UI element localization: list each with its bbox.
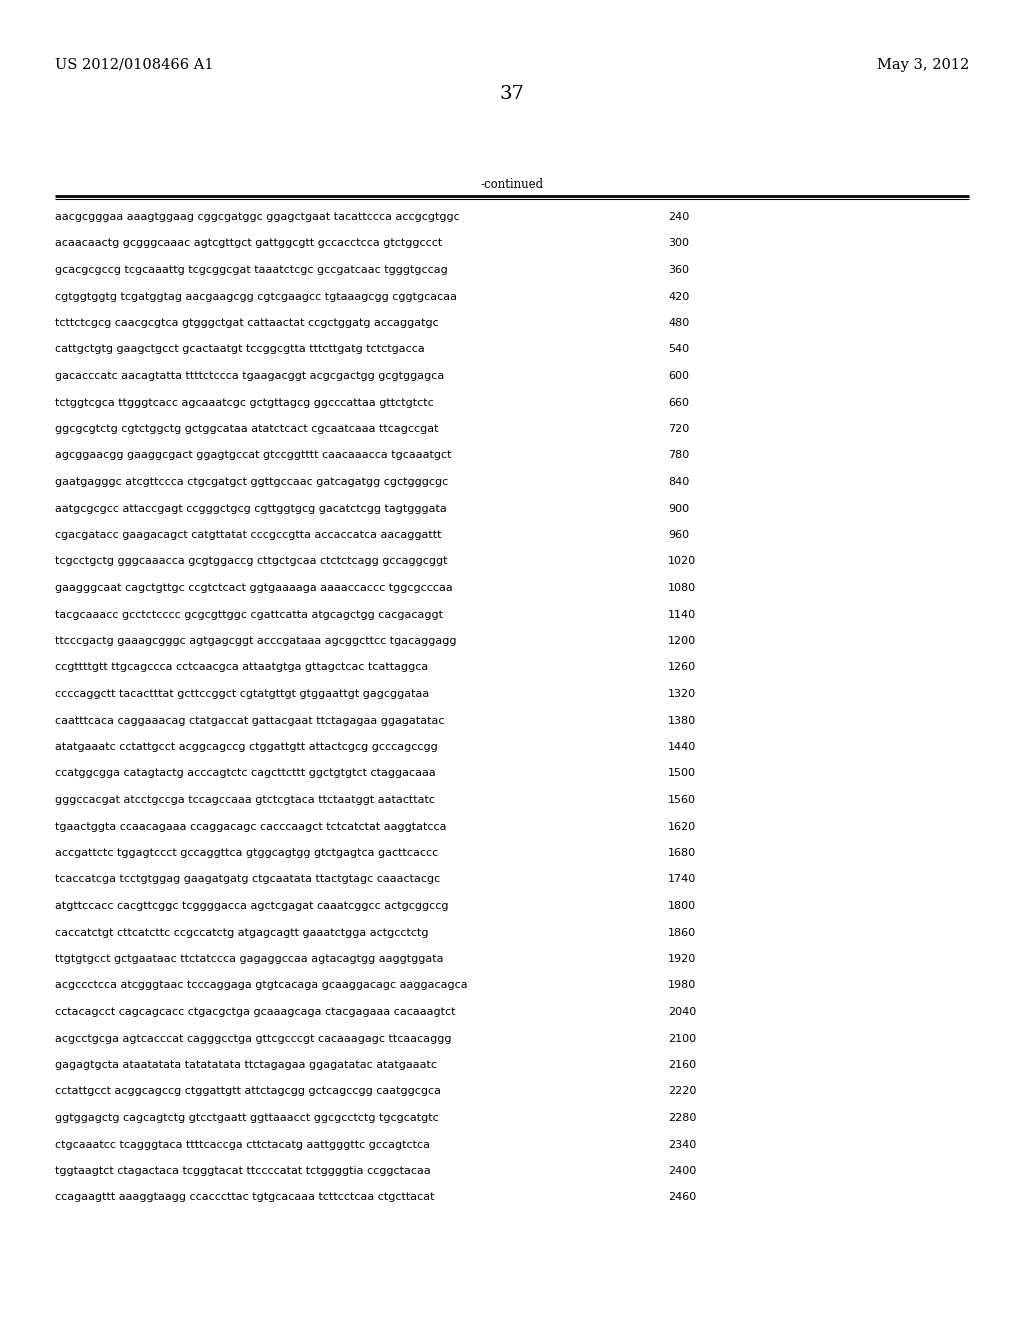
Text: 480: 480	[668, 318, 689, 327]
Text: cgtggtggtg tcgatggtag aacgaagcgg cgtcgaagcc tgtaaagcgg cggtgcacaa: cgtggtggtg tcgatggtag aacgaagcgg cgtcgaa…	[55, 292, 457, 301]
Text: accgattctc tggagtccct gccaggttca gtggcagtgg gtctgagtca gacttcaccc: accgattctc tggagtccct gccaggttca gtggcag…	[55, 847, 438, 858]
Text: acaacaactg gcgggcaaac agtcgttgct gattggcgtt gccacctcca gtctggccct: acaacaactg gcgggcaaac agtcgttgct gattggc…	[55, 239, 442, 248]
Text: cctacagcct cagcagcacc ctgacgctga gcaaagcaga ctacgagaaa cacaaagtct: cctacagcct cagcagcacc ctgacgctga gcaaagc…	[55, 1007, 456, 1016]
Text: tcttctcgcg caacgcgtca gtgggctgat cattaactat ccgctggatg accaggatgc: tcttctcgcg caacgcgtca gtgggctgat cattaac…	[55, 318, 438, 327]
Text: 360: 360	[668, 265, 689, 275]
Text: 780: 780	[668, 450, 689, 461]
Text: 2400: 2400	[668, 1166, 696, 1176]
Text: 300: 300	[668, 239, 689, 248]
Text: 2160: 2160	[668, 1060, 696, 1071]
Text: 1140: 1140	[668, 610, 696, 619]
Text: ccgttttgtt ttgcagccca cctcaacgca attaatgtga gttagctcac tcattaggca: ccgttttgtt ttgcagccca cctcaacgca attaatg…	[55, 663, 428, 672]
Text: gcacgcgccg tcgcaaattg tcgcggcgat taaatctcgc gccgatcaac tgggtgccag: gcacgcgccg tcgcaaattg tcgcggcgat taaatct…	[55, 265, 447, 275]
Text: 1980: 1980	[668, 981, 696, 990]
Text: 600: 600	[668, 371, 689, 381]
Text: ctgcaaatcc tcagggtaca ttttcaccga cttctacatg aattgggttc gccagtctca: ctgcaaatcc tcagggtaca ttttcaccga cttctac…	[55, 1139, 430, 1150]
Text: -continued: -continued	[480, 178, 544, 191]
Text: gaatgagggc atcgttccca ctgcgatgct ggttgccaac gatcagatgg cgctgggcgc: gaatgagggc atcgttccca ctgcgatgct ggttgcc…	[55, 477, 449, 487]
Text: 1440: 1440	[668, 742, 696, 752]
Text: gggccacgat atcctgccga tccagccaaa gtctcgtaca ttctaatggt aatacttatc: gggccacgat atcctgccga tccagccaaa gtctcgt…	[55, 795, 435, 805]
Text: 1320: 1320	[668, 689, 696, 700]
Text: cctattgcct acggcagccg ctggattgtt attctagcgg gctcagccgg caatggcgca: cctattgcct acggcagccg ctggattgtt attctag…	[55, 1086, 441, 1097]
Text: 840: 840	[668, 477, 689, 487]
Text: caccatctgt cttcatcttc ccgccatctg atgagcagtt gaaatctgga actgcctctg: caccatctgt cttcatcttc ccgccatctg atgagca…	[55, 928, 428, 937]
Text: gagagtgcta ataatatata tatatatata ttctagagaa ggagatatac atatgaaatc: gagagtgcta ataatatata tatatatata ttctaga…	[55, 1060, 437, 1071]
Text: ccagaagttt aaaggtaagg ccacccttac tgtgcacaaa tcttcctcaa ctgcttacat: ccagaagttt aaaggtaagg ccacccttac tgtgcac…	[55, 1192, 434, 1203]
Text: tgaactggta ccaacagaaa ccaggacagc cacccaagct tctcatctat aaggtatcca: tgaactggta ccaacagaaa ccaggacagc cacccaa…	[55, 821, 446, 832]
Text: ggcgcgtctg cgtctggctg gctggcataa atatctcact cgcaatcaaa ttcagccgat: ggcgcgtctg cgtctggctg gctggcataa atatctc…	[55, 424, 438, 434]
Text: tcgcctgctg gggcaaacca gcgtggaccg cttgctgcaa ctctctcagg gccaggcggt: tcgcctgctg gggcaaacca gcgtggaccg cttgctg…	[55, 557, 447, 566]
Text: 2100: 2100	[668, 1034, 696, 1044]
Text: agcggaacgg gaaggcgact ggagtgccat gtccggtttt caacaaacca tgcaaatgct: agcggaacgg gaaggcgact ggagtgccat gtccggt…	[55, 450, 452, 461]
Text: 2460: 2460	[668, 1192, 696, 1203]
Text: caatttcaca caggaaacag ctatgaccat gattacgaat ttctagagaa ggagatatac: caatttcaca caggaaacag ctatgaccat gattacg…	[55, 715, 444, 726]
Text: 1260: 1260	[668, 663, 696, 672]
Text: 240: 240	[668, 213, 689, 222]
Text: tggtaagtct ctagactaca tcgggtacat ttccccatat tctggggtia ccggctacaa: tggtaagtct ctagactaca tcgggtacat ttcccca…	[55, 1166, 431, 1176]
Text: 1800: 1800	[668, 902, 696, 911]
Text: 960: 960	[668, 531, 689, 540]
Text: US 2012/0108466 A1: US 2012/0108466 A1	[55, 58, 213, 73]
Text: 660: 660	[668, 397, 689, 408]
Text: 540: 540	[668, 345, 689, 355]
Text: 37: 37	[500, 84, 524, 103]
Text: 2040: 2040	[668, 1007, 696, 1016]
Text: 1080: 1080	[668, 583, 696, 593]
Text: ttcccgactg gaaagcgggc agtgagcggt acccgataaa agcggcttcc tgacaggagg: ttcccgactg gaaagcgggc agtgagcggt acccgat…	[55, 636, 457, 645]
Text: 2340: 2340	[668, 1139, 696, 1150]
Text: tacgcaaacc gcctctcccc gcgcgttggc cgattcatta atgcagctgg cacgacaggt: tacgcaaacc gcctctcccc gcgcgttggc cgattca…	[55, 610, 443, 619]
Text: 720: 720	[668, 424, 689, 434]
Text: ccccaggctt tacactttat gcttccggct cgtatgttgt gtggaattgt gagcggataa: ccccaggctt tacactttat gcttccggct cgtatgt…	[55, 689, 429, 700]
Text: ttgtgtgcct gctgaataac ttctatccca gagaggccaa agtacagtgg aaggtggata: ttgtgtgcct gctgaataac ttctatccca gagaggc…	[55, 954, 443, 964]
Text: 420: 420	[668, 292, 689, 301]
Text: cattgctgtg gaagctgcct gcactaatgt tccggcgtta tttcttgatg tctctgacca: cattgctgtg gaagctgcct gcactaatgt tccggcg…	[55, 345, 425, 355]
Text: tcaccatcga tcctgtggag gaagatgatg ctgcaatata ttactgtagc caaactacgc: tcaccatcga tcctgtggag gaagatgatg ctgcaat…	[55, 874, 440, 884]
Text: 1020: 1020	[668, 557, 696, 566]
Text: 1620: 1620	[668, 821, 696, 832]
Text: aacgcgggaa aaagtggaag cggcgatggc ggagctgaat tacattccca accgcgtggc: aacgcgggaa aaagtggaag cggcgatggc ggagctg…	[55, 213, 460, 222]
Text: gaagggcaat cagctgttgc ccgtctcact ggtgaaaaga aaaaccaccc tggcgcccaa: gaagggcaat cagctgttgc ccgtctcact ggtgaaa…	[55, 583, 453, 593]
Text: gacacccatc aacagtatta ttttctccca tgaagacggt acgcgactgg gcgtggagca: gacacccatc aacagtatta ttttctccca tgaagac…	[55, 371, 444, 381]
Text: 900: 900	[668, 503, 689, 513]
Text: acgccctcca atcgggtaac tcccaggaga gtgtcacaga gcaaggacagc aaggacagca: acgccctcca atcgggtaac tcccaggaga gtgtcac…	[55, 981, 468, 990]
Text: cgacgatacc gaagacagct catgttatat cccgccgtta accaccatca aacaggattt: cgacgatacc gaagacagct catgttatat cccgccg…	[55, 531, 441, 540]
Text: tctggtcgca ttgggtcacc agcaaatcgc gctgttagcg ggcccattaa gttctgtctc: tctggtcgca ttgggtcacc agcaaatcgc gctgtta…	[55, 397, 434, 408]
Text: 1380: 1380	[668, 715, 696, 726]
Text: acgcctgcga agtcacccat cagggcctga gttcgcccgt cacaaagagc ttcaacaggg: acgcctgcga agtcacccat cagggcctga gttcgcc…	[55, 1034, 452, 1044]
Text: May 3, 2012: May 3, 2012	[877, 58, 969, 73]
Text: 1920: 1920	[668, 954, 696, 964]
Text: 2280: 2280	[668, 1113, 696, 1123]
Text: 1560: 1560	[668, 795, 696, 805]
Text: 1680: 1680	[668, 847, 696, 858]
Text: 1740: 1740	[668, 874, 696, 884]
Text: atatgaaatc cctattgcct acggcagccg ctggattgtt attactcgcg gcccagccgg: atatgaaatc cctattgcct acggcagccg ctggatt…	[55, 742, 437, 752]
Text: atgttccacc cacgttcggc tcggggacca agctcgagat caaatcggcc actgcggccg: atgttccacc cacgttcggc tcggggacca agctcga…	[55, 902, 449, 911]
Text: 1860: 1860	[668, 928, 696, 937]
Text: aatgcgcgcc attaccgagt ccgggctgcg cgttggtgcg gacatctcgg tagtgggata: aatgcgcgcc attaccgagt ccgggctgcg cgttggt…	[55, 503, 446, 513]
Text: ccatggcgga catagtactg acccagtctc cagcttcttt ggctgtgtct ctaggacaaa: ccatggcgga catagtactg acccagtctc cagcttc…	[55, 768, 436, 779]
Text: ggtggagctg cagcagtctg gtcctgaatt ggttaaacct ggcgcctctg tgcgcatgtc: ggtggagctg cagcagtctg gtcctgaatt ggttaaa…	[55, 1113, 438, 1123]
Text: 2220: 2220	[668, 1086, 696, 1097]
Text: 1500: 1500	[668, 768, 696, 779]
Text: 1200: 1200	[668, 636, 696, 645]
